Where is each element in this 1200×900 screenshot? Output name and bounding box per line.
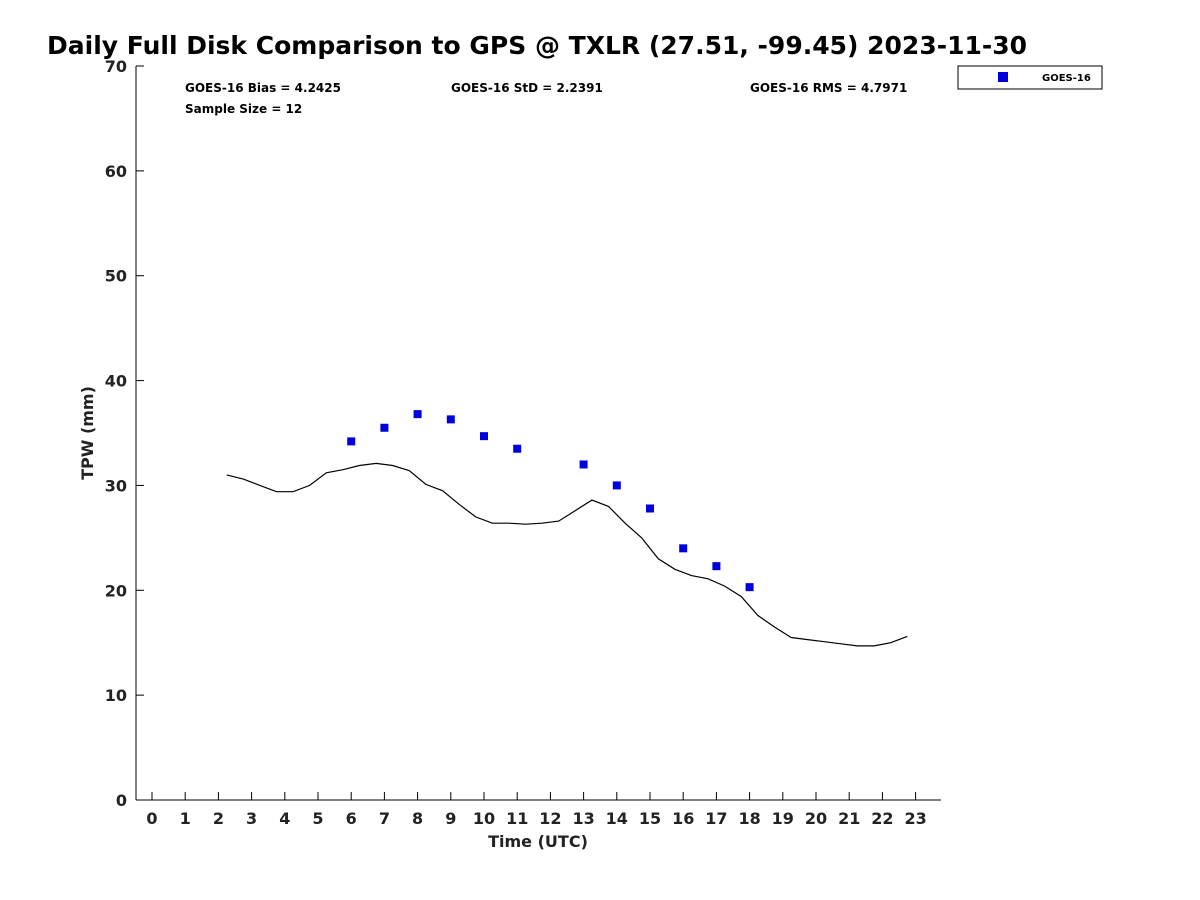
- sample-size-stat: Sample Size = 12: [185, 102, 302, 116]
- y-tick-label: 60: [105, 162, 127, 181]
- legend-label-goes16: GOES-16: [1042, 73, 1091, 84]
- x-tick-label: 6: [346, 809, 357, 828]
- y-tick-label: 40: [105, 372, 127, 391]
- goes16-data-point: [579, 460, 588, 469]
- bias-stat: GOES-16 Bias = 4.2425: [185, 81, 341, 95]
- goes16-data-point: [612, 481, 621, 490]
- x-tick-label: 3: [246, 809, 257, 828]
- series-layer: [226, 410, 908, 647]
- x-tick-label: 13: [572, 809, 594, 828]
- x-tick-label: 18: [738, 809, 760, 828]
- x-tick-label: 19: [772, 809, 794, 828]
- x-tick-label: 8: [412, 809, 423, 828]
- y-tick-label: 0: [116, 791, 127, 810]
- x-tick-label: 2: [213, 809, 224, 828]
- goes16-data-point: [347, 437, 356, 446]
- x-tick-label: 17: [705, 809, 727, 828]
- x-tick-label: 15: [639, 809, 661, 828]
- y-tick-label: 50: [105, 267, 127, 286]
- goes16-data-point: [712, 562, 721, 571]
- y-tick-label: 70: [105, 57, 127, 76]
- goes16-data-point: [646, 504, 654, 513]
- x-axis-ticks: 0 1 2 3 4 5 6 7 8 9 10 11 12 13 14 15 16 17 18 19 20 21 22 23: [146, 792, 927, 828]
- y-tick-label: 20: [105, 581, 127, 600]
- x-tick-label: 21: [838, 809, 860, 828]
- y-tick-label: 10: [105, 686, 127, 705]
- x-tick-label: 0: [146, 809, 157, 828]
- y-tick-label: 30: [105, 476, 127, 495]
- goes16-data-point: [513, 444, 522, 453]
- std-stat: GOES-16 StD = 2.2391: [451, 81, 603, 95]
- x-tick-label: 22: [871, 809, 893, 828]
- goes16-data-point: [446, 415, 455, 424]
- legend: GOES-16: [957, 65, 1103, 90]
- x-tick-label: 23: [904, 809, 926, 828]
- goes16-data-point: [380, 423, 389, 432]
- x-tick-label: 14: [606, 809, 628, 828]
- goes16-data-point: [679, 544, 688, 553]
- x-tick-label: 4: [279, 809, 290, 828]
- y-axis-label: TPW (mm): [78, 386, 97, 480]
- legend-box: [957, 65, 1103, 90]
- x-tick-label: 9: [445, 809, 456, 828]
- x-tick-label: 11: [506, 809, 528, 828]
- x-tick-label: 16: [672, 809, 694, 828]
- goes16-data-point: [745, 583, 754, 592]
- goes16-data-point: [480, 432, 488, 441]
- x-tick-label: 5: [312, 809, 323, 828]
- chart-title: Daily Full Disk Comparison to GPS @ TXLR…: [47, 31, 1027, 60]
- x-tick-label: 12: [539, 809, 561, 828]
- x-tick-label: 1: [180, 809, 191, 828]
- rms-stat: GOES-16 RMS = 4.7971: [750, 81, 907, 95]
- goes16-data-point: [413, 410, 422, 419]
- x-tick-label: 7: [379, 809, 390, 828]
- y-axis-ticks: 0 10 20 30 40 50 60 70: [105, 57, 144, 810]
- x-axis-label: Time (UTC): [488, 832, 588, 851]
- legend-marker-goes16: [998, 72, 1008, 82]
- x-tick-label: 10: [473, 809, 495, 828]
- gps-reference-line: [226, 462, 908, 647]
- plot-area: [135, 66, 941, 801]
- x-tick-label: 20: [805, 809, 827, 828]
